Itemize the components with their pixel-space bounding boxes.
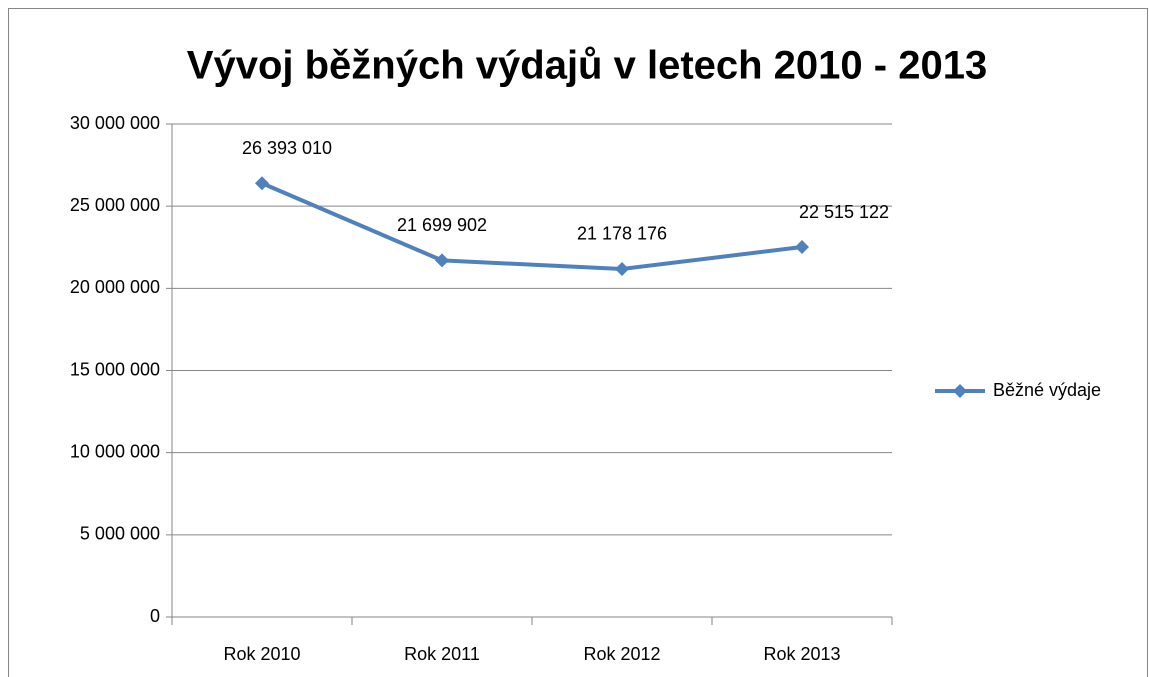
chart-title: Vývoj běžných výdajů v letech 2010 - 201… [187,44,987,88]
y-tick-label: 5 000 000 [80,524,160,544]
x-tick-label: Rok 2011 [404,644,480,664]
point-marker [255,176,269,191]
data-label: 21 699 902 [397,215,487,235]
y-tick-label: 30 000 000 [70,113,160,133]
data-label: 26 393 010 [242,138,332,158]
x-tick-label: Rok 2012 [583,644,660,664]
y-tick-label: 20 000 000 [70,277,160,297]
x-tick-label: Rok 2010 [223,644,300,664]
chart-border [8,8,1148,677]
data-label: 21 178 176 [577,224,667,244]
x-tick-label: Rok 2013 [763,644,840,664]
legend-marker [953,384,967,398]
y-tick-label: 10 000 000 [70,441,160,461]
point-marker [795,240,809,255]
point-marker [435,253,449,268]
y-tick-label: 15 000 000 [70,359,160,379]
y-tick-label: 25 000 000 [70,195,160,215]
data-label: 22 515 122 [799,202,889,222]
series-line [261,181,803,271]
y-tick-label: 0 [150,606,160,626]
legend-label: Běžné výdaje [993,380,1101,400]
point-marker [615,261,629,276]
